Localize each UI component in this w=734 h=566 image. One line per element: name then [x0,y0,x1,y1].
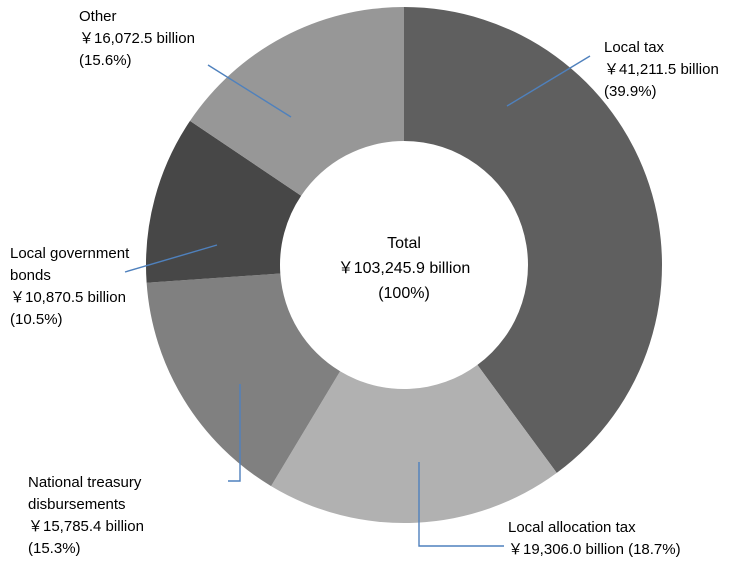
center-line-2: ￥103,245.9 billion [338,260,471,277]
label-other-line-1: Other [79,8,117,25]
label-local-tax-line-1: Local tax [604,39,665,56]
label-local-tax: Local tax ￥41,211.5 billion (39.9%) [604,39,719,100]
slice-labels: Local tax ￥41,211.5 billion (39.9%) Local a… [10,8,719,558]
leader-line-local-tax [506,55,591,107]
label-local-government-bonds-line-4: (10.5%) [10,311,63,328]
label-national-treasury-disbursements-line-4: (15.3%) [28,540,81,557]
label-local-allocation-tax-line-2: ￥19,306.0 billion (18.7%) [508,541,681,558]
label-local-allocation-tax-line-1: Local allocation tax [508,519,636,536]
slice-local-government-bonds [146,120,302,283]
label-other: Other ￥16,072.5 billion (15.6%) [79,8,195,69]
slice-local-allocation-tax [271,364,557,523]
label-local-government-bonds-line-1: Local government [10,245,130,262]
slice-other [190,7,404,196]
label-national-treasury-disbursements-line-2: disbursements [28,496,126,513]
label-local-tax-line-2: ￥41,211.5 billion [604,61,719,78]
label-national-treasury-disbursements: National treasury disbursements ￥15,785.4 … [28,474,144,557]
leader-line-national-treasury-disbursements [228,384,241,482]
label-other-line-3: (15.6%) [79,52,132,69]
label-local-allocation-tax: Local allocation tax ￥19,306.0 billion (1… [508,519,681,558]
label-local-government-bonds-line-2: bonds [10,267,51,284]
center-line-1: Total [387,235,421,252]
center-line-3: (100%) [378,285,430,302]
slice-local-tax [404,7,662,473]
label-national-treasury-disbursements-line-3: ￥15,785.4 billion [28,518,144,535]
label-local-government-bonds-line-3: ￥10,870.5 billion [10,289,126,306]
label-national-treasury-disbursements-line-1: National treasury [28,474,142,491]
leader-line-local-allocation-tax [418,462,504,547]
leader-line-local-government-bonds [124,244,218,273]
slices-layer [146,7,662,523]
center-total-label: Total ￥103,245.9 billion (100%) [338,235,471,302]
label-local-tax-line-3: (39.9%) [604,83,657,100]
label-local-government-bonds: Local government bonds ￥10,870.5 billion (1… [10,245,130,328]
leader-lines [124,55,591,547]
label-other-line-2: ￥16,072.5 billion [79,30,195,47]
leader-line-other [207,64,292,118]
slice-national-treasury-disbursements [146,273,341,487]
center-total-text: Total ￥103,245.9 billion (100%) [338,235,471,302]
